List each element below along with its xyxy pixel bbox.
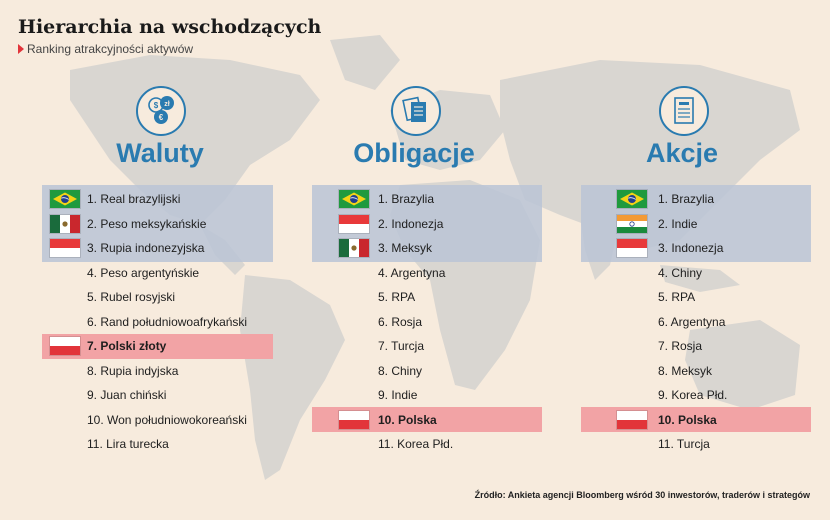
flag-poland-icon [50,337,80,355]
flag-poland-icon [617,410,647,429]
flag-india-icon [617,214,647,233]
column-title-waluty: Waluty [116,138,204,168]
flag-poland-icon [339,410,369,429]
ranking-row-label: 2. Indonezja [378,216,444,231]
ranking-row-label: 3. Meksyk [378,241,433,255]
ranking-row-label: 10. Won południowokoreański [87,412,247,427]
ranking-row-label: 8. Meksyk [658,363,713,378]
ranking-row-label: 7. Polski złoty [87,339,167,353]
top-three-band [42,185,273,262]
currency-coins-icon: $ zł € [136,86,186,136]
ranking-row-label: 11. Lira turecka [87,437,169,451]
ranking-row-label: 4. Peso argentyńskie [87,265,200,280]
flag-mexico-icon [50,214,80,233]
flag-mexico-icon [339,239,369,257]
ranking-row-label: 8. Rupia indyjska [87,363,179,378]
ranking-row-label: 3. Rupia indonezyjska [87,241,205,255]
ranking-row-label: 1. Brazylia [658,192,715,206]
ranking-row-label: 8. Chiny [378,363,423,378]
svg-text:€: € [159,113,164,122]
subtitle-text: Ranking atrakcyjności aktywów [27,42,194,56]
svg-text:$: $ [154,101,159,110]
ranking-row-label: 4. Argentyna [378,265,446,280]
ranking-row-label: 5. RPA [378,290,416,304]
ranking-row-label: 7. Rosja [658,339,703,353]
ranking-row-label: 2. Indie [658,216,698,231]
flag-indonesia-icon [50,239,80,257]
ranking-row-label: 10. Polska [658,412,717,427]
flag-brazil-icon [50,190,80,208]
ranking-row-label: 9. Juan chiński [87,388,167,402]
ranking-row-label: 6. Rosja [378,314,423,329]
ranking-row-label: 11. Turcja [658,437,710,451]
poland-highlight-band [42,334,273,359]
ranking-row-label: 2. Peso meksykańskie [87,216,207,231]
ranking-row-label: 6. Rand południowoafrykański [87,314,248,329]
ranking-row-label: 11. Korea Płd. [378,437,454,451]
stock-certificate-icon [659,86,709,136]
ranking-row-label: 5. RPA [658,290,696,304]
ranking-row-label: 5. Rubel rosyjski [87,290,176,304]
flag-indonesia-icon [617,239,647,257]
source-note: Źródło: Ankieta agencji Bloomberg wśród … [474,490,810,500]
ranking-row-label: 6. Argentyna [658,314,726,329]
ranking-row-label: 9. Indie [378,388,418,402]
ranking-row-label: 7. Turcja [378,339,425,353]
subtitle: Ranking atrakcyjności aktywów [18,42,193,56]
flag-indonesia-icon [339,214,369,233]
ranking-row-label: 1. Brazylia [378,192,435,206]
page-title: Hierarchia na wschodzących [18,16,322,38]
bond-documents-icon [391,86,441,136]
ranking-row-label: 10. Polska [378,412,437,427]
ranking-row-label: 3. Indonezja [658,241,724,255]
svg-text:zł: zł [164,101,170,108]
flag-brazil-icon [339,190,369,208]
ranking-row-label: 9. Korea Płd. [658,388,728,402]
subtitle-marker-icon [18,44,24,54]
flag-brazil-icon [617,190,647,208]
ranking-row-label: 4. Chiny [658,265,703,280]
column-title-akcje: Akcje [645,138,719,168]
column-title-obligacje: Obligacje [353,138,475,168]
ranking-row-label: 1. Real brazylijski [87,192,181,206]
